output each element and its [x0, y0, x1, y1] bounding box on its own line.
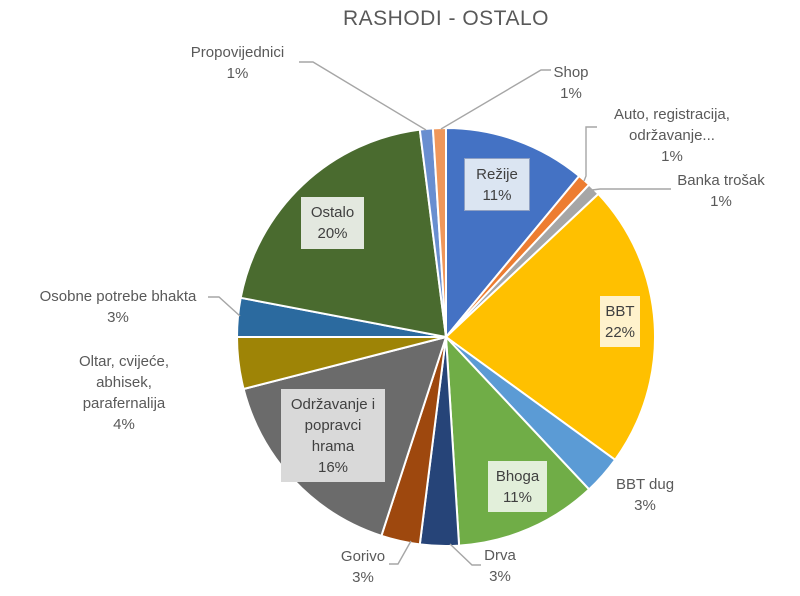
- slice-label-bbt-dug: BBT dug 3%: [587, 474, 703, 516]
- slice-label-name: BBT dug: [615, 476, 675, 493]
- leader-line-osobne: [208, 296, 241, 317]
- slice-label-box-ostalo: Ostalo 20%: [301, 197, 364, 249]
- slice-label-name: Osobne potrebe bhakta: [39, 288, 197, 305]
- slice-label-percent: 1%: [661, 148, 683, 165]
- slice-label-percent: 3%: [489, 568, 511, 585]
- slice-label-percent: 1%: [560, 85, 582, 102]
- leader-line-shop: [440, 69, 551, 130]
- slice-label-name: Shop: [553, 64, 589, 81]
- slice-label-percent: 3%: [352, 569, 374, 586]
- slice-label-name: Bhoga: [495, 467, 540, 485]
- leader-line-propovijednici: [299, 61, 427, 131]
- slice-label-auto: Auto, registracija, održavanje... 1%: [577, 104, 767, 167]
- slice-label-banka-trosak: Banka trošak 1%: [646, 170, 796, 212]
- slice-label-percent: 3%: [634, 497, 656, 514]
- slice-label-name: Ostalo: [310, 204, 355, 221]
- slice-label-name: Održavanje i popravci hrama: [290, 395, 376, 455]
- slice-label-shop: Shop 1%: [523, 62, 619, 104]
- slice-label-percent: 22%: [604, 323, 636, 341]
- slice-label-name: BBT: [605, 302, 635, 320]
- leader-lines: [208, 61, 671, 566]
- slice-label-propovijednici: Propovijednici 1%: [155, 42, 320, 84]
- pie-slice-bbt: [445, 192, 657, 461]
- slice-label-name: Auto, registracija, održavanje...: [614, 106, 730, 144]
- slice-label-oltar: Oltar, cvijeće, abhisek, parafernalija 4…: [67, 351, 181, 435]
- slice-label-percent: 11%: [503, 488, 532, 506]
- pie-slice-bhoga: [445, 336, 591, 547]
- pie-slice-shop: [431, 126, 447, 338]
- leader-line-auto: [583, 126, 597, 182]
- leader-line-gorivo: [389, 540, 412, 565]
- slice-label-percent: 11%: [482, 186, 512, 204]
- chart-title: RASHODI - OSTALO: [343, 7, 549, 30]
- slice-label-name: Banka trošak: [677, 172, 765, 189]
- slice-label-name: Režije: [476, 165, 518, 183]
- slice-label-box-odrzavanje: Održavanje i popravci hrama 16%: [281, 389, 385, 482]
- slice-label-name: Gorivo: [340, 548, 386, 565]
- pie-slices: [235, 126, 657, 547]
- leader-line-drva: [449, 543, 481, 566]
- slice-label-percent: 3%: [107, 309, 129, 326]
- slice-label-osobne: Osobne potrebe bhakta 3%: [25, 286, 211, 328]
- slice-label-name: Propovijednici: [190, 44, 285, 61]
- slice-label-drva: Drva 3%: [462, 545, 538, 587]
- leader-line-banka-trosak: [591, 188, 671, 191]
- slice-label-percent: 20%: [317, 225, 348, 242]
- slice-label-percent: 1%: [226, 65, 249, 82]
- slice-label-name: Oltar, cvijeće, abhisek, parafernalija: [78, 353, 170, 412]
- slice-label-box-rezije: Režije 11%: [464, 158, 530, 211]
- slice-label-percent: 16%: [317, 458, 349, 476]
- slice-label-name: Drva: [484, 547, 516, 564]
- slice-label-box-bhoga: Bhoga 11%: [488, 461, 547, 512]
- slice-label-percent: 4%: [113, 416, 135, 433]
- slice-label-box-bbt: BBT 22%: [600, 296, 640, 347]
- slice-label-percent: 1%: [710, 193, 732, 210]
- slice-label-gorivo: Gorivo 3%: [321, 546, 405, 588]
